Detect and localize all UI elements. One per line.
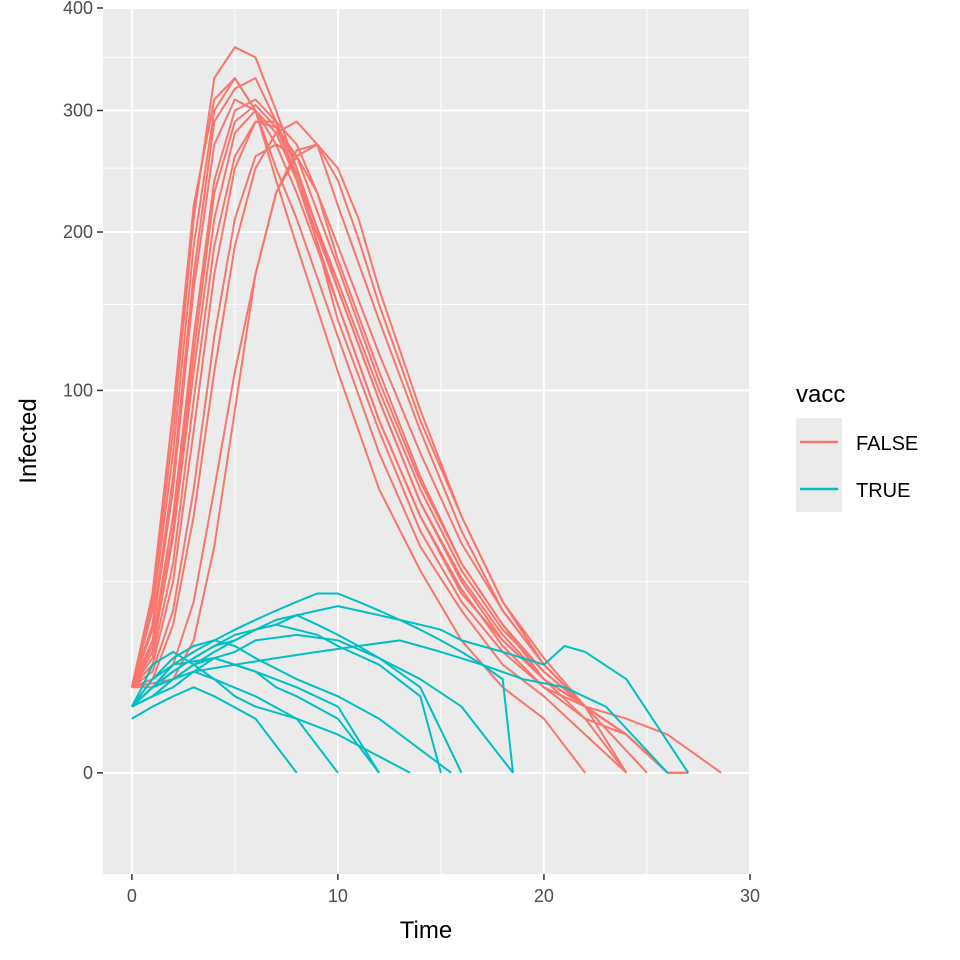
y-axis-title: Infected <box>15 398 42 483</box>
series-false <box>130 46 722 774</box>
y-tick-label: 100 <box>63 380 93 400</box>
legend-title: vacc <box>796 381 845 408</box>
series-line-true <box>131 605 690 774</box>
y-axis: 0 100 200 300 400 <box>63 0 103 783</box>
legend-keys-background <box>796 418 842 512</box>
grid-major <box>103 7 751 874</box>
x-tick-label: 10 <box>328 886 348 906</box>
series-line-false <box>130 77 628 774</box>
y-tick-label: 0 <box>83 763 93 783</box>
legend-label-false: FALSE <box>856 433 918 455</box>
series-line-false <box>130 98 628 774</box>
series-line-true <box>131 686 298 774</box>
series-line-true <box>131 623 442 774</box>
series-line-true <box>131 592 514 773</box>
x-tick-label: 30 <box>740 886 760 906</box>
series-line-true <box>131 639 669 774</box>
grid-minor <box>103 8 750 874</box>
x-axis-title: Time <box>400 917 452 944</box>
series-true <box>130 592 690 774</box>
series-line-false <box>131 143 628 774</box>
x-axis: 0 10 20 30 <box>127 874 760 906</box>
series-line-true <box>131 633 463 774</box>
series-line-false <box>130 98 669 774</box>
x-tick-label: 0 <box>127 886 137 906</box>
y-tick-label: 200 <box>63 222 93 242</box>
series-line-false <box>130 120 689 774</box>
y-tick-label: 300 <box>63 100 93 120</box>
series-line-true <box>131 639 452 774</box>
x-tick-label: 20 <box>534 886 554 906</box>
legend: vacc FALSE TRUE <box>796 381 918 512</box>
legend-label-true: TRUE <box>856 480 910 502</box>
y-tick-label: 400 <box>63 0 93 18</box>
